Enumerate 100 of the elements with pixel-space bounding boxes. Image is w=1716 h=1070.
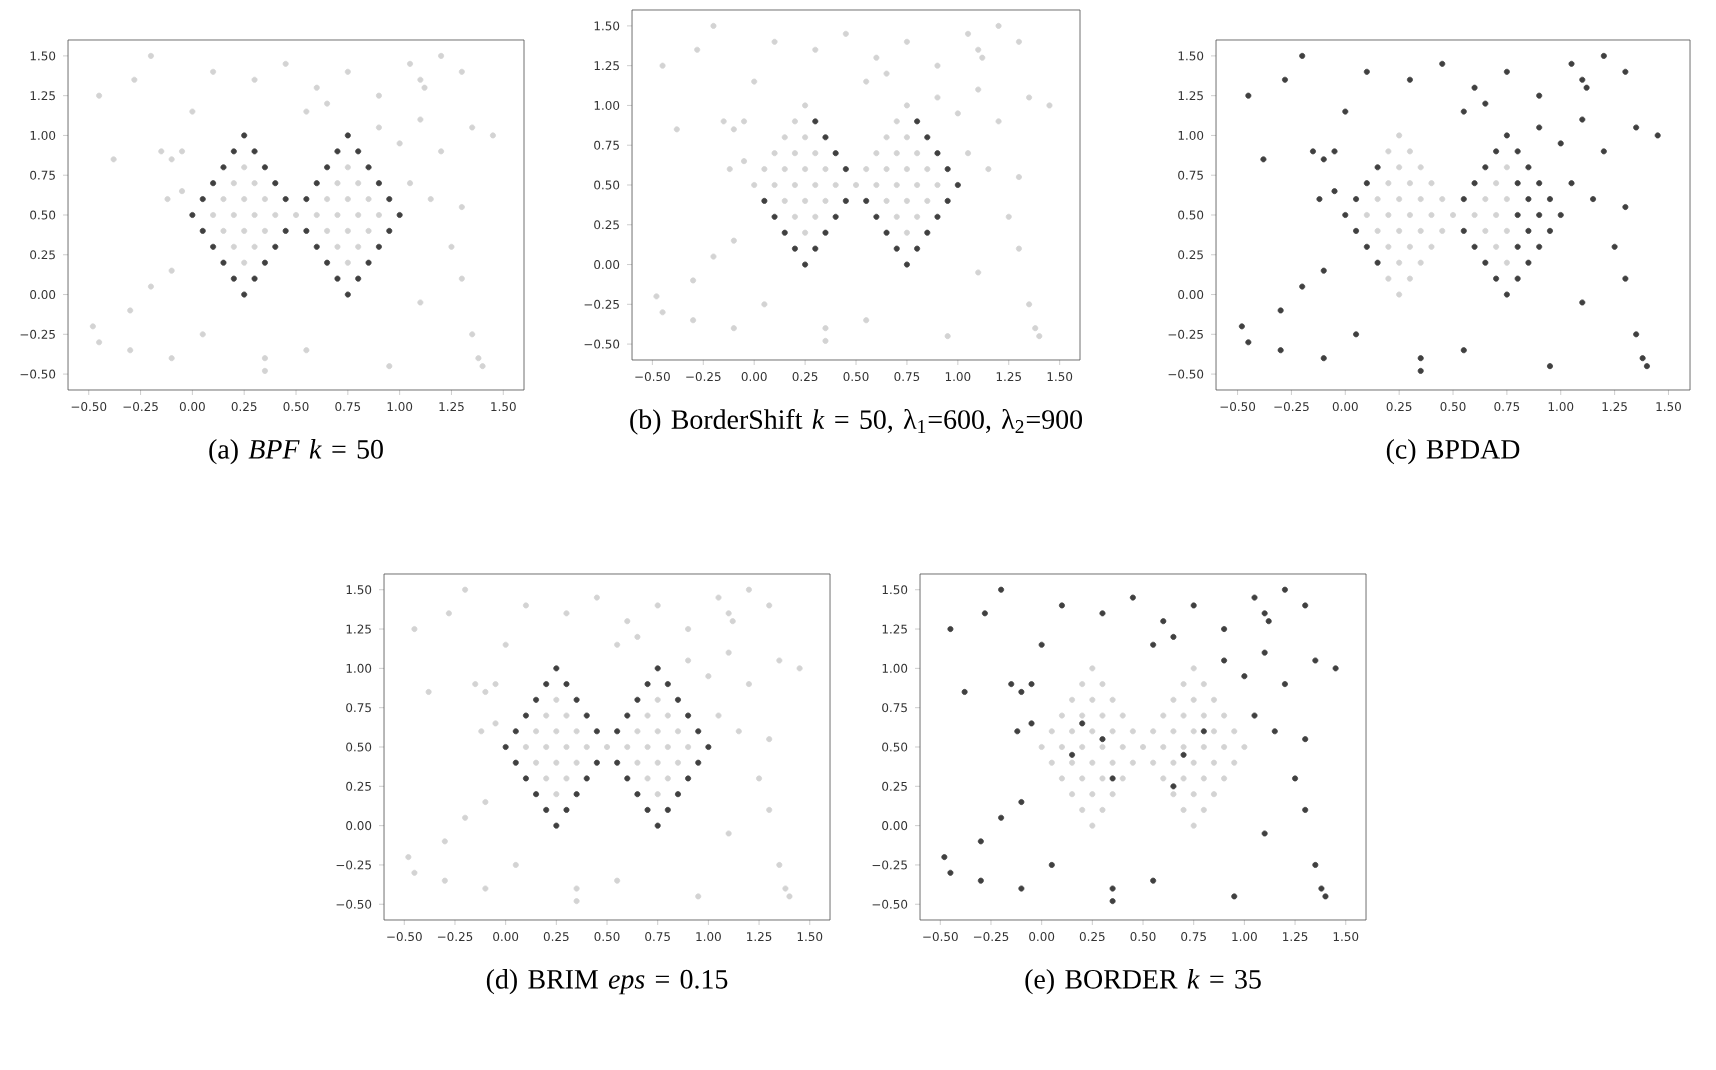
point	[944, 166, 951, 173]
point	[1271, 728, 1278, 735]
point	[1417, 227, 1424, 234]
point	[1109, 885, 1116, 892]
point	[705, 743, 712, 750]
point	[251, 148, 258, 155]
point	[1312, 657, 1319, 664]
point	[522, 775, 529, 782]
point	[1170, 633, 1177, 640]
point	[230, 275, 237, 282]
point	[1129, 594, 1136, 601]
point	[664, 681, 671, 688]
point	[1281, 586, 1288, 593]
point	[365, 164, 372, 171]
point	[1374, 227, 1381, 234]
point	[654, 665, 661, 672]
point	[210, 180, 217, 187]
point	[695, 728, 702, 735]
point	[1363, 211, 1370, 218]
point	[802, 261, 809, 268]
point	[1231, 893, 1238, 900]
point	[1318, 885, 1325, 892]
point	[1406, 148, 1413, 155]
point	[553, 822, 560, 829]
point	[1251, 594, 1258, 601]
point	[1406, 211, 1413, 218]
point	[664, 806, 671, 813]
point	[1018, 799, 1025, 806]
text: (b) BorderShift k = 50, λ$_{1}$=600, λ$_{2}$=900	[630, 409, 1082, 435]
point	[230, 148, 237, 155]
point	[272, 243, 279, 250]
point	[396, 211, 403, 218]
point	[512, 759, 519, 766]
text: (c) BPDAD	[1386, 439, 1520, 465]
point	[685, 775, 692, 782]
point	[261, 164, 268, 171]
point	[977, 877, 984, 884]
point	[1048, 861, 1055, 868]
point	[355, 275, 362, 282]
point	[334, 148, 341, 155]
point	[355, 148, 362, 155]
point	[1160, 618, 1167, 625]
point	[1109, 898, 1116, 905]
point	[781, 229, 788, 236]
point	[543, 806, 550, 813]
point	[924, 229, 931, 236]
point	[842, 197, 849, 204]
point	[914, 245, 921, 252]
point	[324, 259, 331, 266]
point	[1471, 211, 1478, 218]
point	[533, 696, 540, 703]
point	[674, 696, 681, 703]
point	[1170, 783, 1177, 790]
point	[1439, 227, 1446, 234]
point	[977, 838, 984, 845]
point	[614, 728, 621, 735]
point	[771, 213, 778, 220]
point	[583, 712, 590, 719]
point	[251, 275, 258, 282]
point	[1008, 681, 1015, 688]
point	[1312, 861, 1319, 868]
point	[324, 164, 331, 171]
point	[1014, 728, 1021, 735]
point	[1417, 164, 1424, 171]
point	[593, 728, 600, 735]
point	[1385, 243, 1392, 250]
point	[634, 696, 641, 703]
point	[573, 791, 580, 798]
point	[220, 164, 227, 171]
point	[924, 134, 931, 141]
point	[961, 688, 968, 695]
point	[812, 245, 819, 252]
point	[1450, 211, 1457, 218]
point	[1493, 243, 1500, 250]
point	[893, 245, 900, 252]
point	[573, 696, 580, 703]
point	[1428, 211, 1435, 218]
point	[1385, 275, 1392, 282]
point	[954, 181, 961, 188]
point	[822, 229, 829, 236]
point	[624, 712, 631, 719]
point	[944, 197, 951, 204]
point	[1180, 751, 1187, 758]
point	[685, 712, 692, 719]
point	[812, 118, 819, 125]
point	[199, 227, 206, 234]
point	[1200, 728, 1207, 735]
point	[1417, 259, 1424, 266]
point	[1261, 610, 1268, 617]
point	[1028, 720, 1035, 727]
point	[220, 259, 227, 266]
text: (d) BRIM eps = 0.15	[486, 969, 728, 995]
point	[272, 180, 279, 187]
point	[1406, 180, 1413, 187]
point	[832, 150, 839, 157]
point	[1241, 673, 1248, 680]
point	[674, 791, 681, 798]
point	[1265, 618, 1272, 625]
point	[1099, 736, 1106, 743]
point	[1069, 751, 1076, 758]
